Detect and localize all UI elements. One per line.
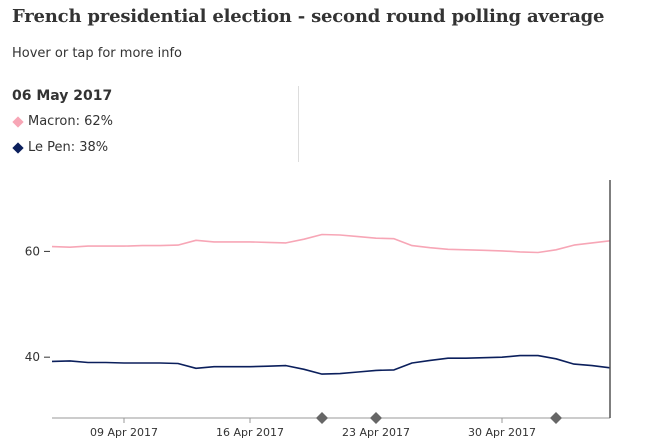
x-tick-label: 30 Apr 2017 — [468, 426, 536, 439]
tooltip-value-macron: Macron: 62% — [28, 114, 113, 129]
event-marker — [550, 412, 562, 424]
y-tick-label: 40 — [25, 350, 40, 364]
series-line-le-pen — [51, 354, 611, 375]
x-tick-label: 09 Apr 2017 — [90, 426, 158, 439]
x-tick-label: 16 Apr 2017 — [216, 426, 284, 439]
subtitle: Hover or tap for more info — [12, 46, 182, 61]
tooltip-row-lepen: Le Pen: 38% — [12, 140, 108, 155]
event-marker — [370, 412, 382, 424]
tooltip-date: 06 May 2017 — [12, 88, 113, 104]
tooltip-divider — [298, 86, 299, 162]
series-line-macron — [51, 233, 611, 254]
x-tick-label: 23 Apr 2017 — [342, 426, 410, 439]
page-title: French presidential election - second ro… — [12, 6, 605, 27]
event-marker — [316, 412, 328, 424]
tooltip-value-lepen: Le Pen: 38% — [28, 140, 109, 155]
tooltip-row-macron: Macron: 62% — [12, 114, 113, 129]
y-tick-label: 60 — [25, 244, 40, 258]
